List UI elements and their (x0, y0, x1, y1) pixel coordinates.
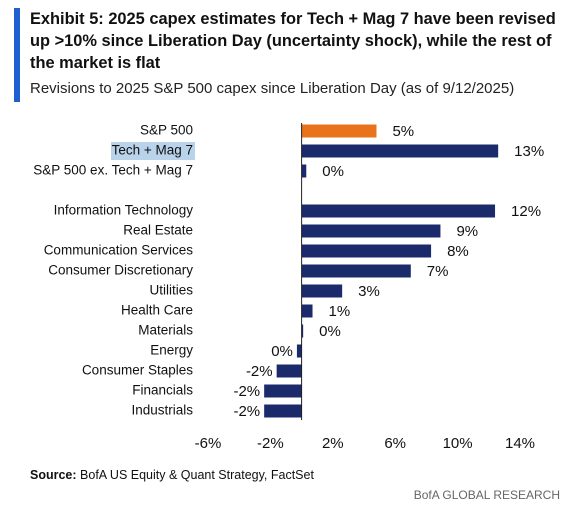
bar (301, 244, 432, 258)
category-label: Tech + Mag 7 (112, 143, 193, 158)
category-label: Consumer Staples (82, 363, 193, 378)
value-label: 0% (319, 323, 341, 340)
bar (301, 264, 411, 278)
bar (264, 404, 302, 418)
category-label: Materials (138, 323, 193, 338)
chart-title: Exhibit 5: 2025 capex estimates for Tech… (30, 10, 556, 72)
value-label: -2% (233, 403, 260, 420)
value-label: -2% (233, 383, 260, 400)
bar (264, 384, 302, 398)
value-label: 7% (427, 263, 449, 280)
value-label: 9% (456, 223, 478, 240)
label-highlight (111, 142, 195, 160)
category-label: Energy (150, 343, 193, 358)
value-label: -2% (246, 363, 273, 380)
source-text: BofA US Equity & Quant Strategy, FactSet (80, 468, 314, 482)
bar (301, 144, 499, 158)
x-tick-label: 6% (384, 435, 406, 452)
bar (301, 304, 313, 318)
bar (301, 164, 307, 178)
x-tick-label: 14% (505, 435, 535, 452)
value-label: 1% (329, 303, 351, 320)
bar (301, 324, 304, 338)
x-tick-label: 10% (443, 435, 473, 452)
category-label: Consumer Discretionary (48, 263, 193, 278)
category-label: Utilities (149, 283, 193, 298)
x-tick-label: 2% (322, 435, 344, 452)
value-label: 0% (271, 343, 293, 360)
category-label: Industrials (131, 403, 193, 418)
category-label: S&P 500 (140, 123, 193, 138)
source: Source: BofA US Equity & Quant Strategy,… (30, 468, 314, 482)
x-tick-label: -2% (257, 435, 284, 452)
bar (301, 284, 343, 298)
bar (301, 124, 377, 138)
brand: BofA GLOBAL RESEARCH (413, 488, 560, 502)
chart-subtitle: Revisions to 2025 S&P 500 capex since Li… (30, 80, 515, 97)
category-label: Real Estate (123, 223, 193, 238)
value-label: 5% (392, 123, 414, 140)
category-label: Information Technology (54, 203, 194, 218)
bar (276, 364, 302, 378)
bar (301, 224, 441, 238)
value-label: 3% (358, 283, 380, 300)
value-label: 12% (511, 203, 541, 220)
category-label: S&P 500 ex. Tech + Mag 7 (33, 163, 193, 178)
category-label: Financials (132, 383, 193, 398)
value-label: 8% (447, 243, 469, 260)
category-label: Health Care (121, 303, 193, 318)
bar (296, 344, 302, 358)
bar (301, 204, 496, 218)
source-label: Source: (30, 468, 77, 482)
category-label: Communication Services (44, 243, 194, 258)
value-label: 0% (322, 163, 344, 180)
value-label: 13% (514, 143, 544, 160)
accent-bar (14, 8, 20, 102)
x-tick-label: -6% (195, 435, 222, 452)
